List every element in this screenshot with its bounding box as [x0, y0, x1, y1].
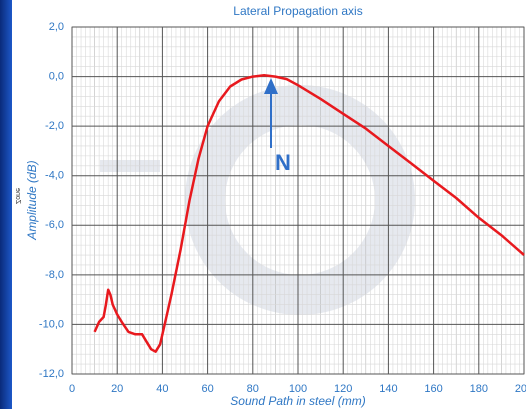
- annotation: N: [275, 150, 291, 175]
- y-tick-label: -10,0: [39, 318, 64, 330]
- x-axis-label: Sound Path in steel (mm): [230, 394, 365, 408]
- y-tick-label: -8,0: [45, 269, 64, 281]
- y-tick-label: 0,0: [49, 70, 64, 82]
- x-tick-label: 40: [156, 383, 168, 395]
- annotation-arrowhead: [264, 78, 278, 94]
- side-strip: [0, 0, 12, 409]
- x-tick-label: 20: [111, 383, 123, 395]
- x-tick-label: 60: [201, 383, 213, 395]
- watermark: [185, 85, 415, 315]
- x-tick-label: 120: [334, 383, 352, 395]
- x-tick-label: 160: [424, 383, 442, 395]
- x-tick-label: 180: [470, 383, 488, 395]
- x-tick-label: 80: [247, 383, 259, 395]
- y-tick-label: -6,0: [45, 219, 64, 231]
- plot-area: [71, 26, 525, 375]
- side-label: Zone: [14, 188, 21, 204]
- x-tick-label: 200: [515, 383, 526, 395]
- y-tick-label: -2,0: [45, 120, 64, 132]
- y-tick-label: 2,0: [49, 21, 64, 33]
- y-tick-label: -12,0: [39, 368, 64, 380]
- x-tick-label: 100: [289, 383, 307, 395]
- chart-title: Lateral Propagation axis: [233, 4, 362, 18]
- x-tick-label: 140: [379, 383, 397, 395]
- y-axis-label: Amplitude (dB): [25, 160, 39, 240]
- data-line: [93, 74, 525, 353]
- x-tick-label: 0: [69, 383, 75, 395]
- y-tick-label: -4,0: [45, 170, 64, 182]
